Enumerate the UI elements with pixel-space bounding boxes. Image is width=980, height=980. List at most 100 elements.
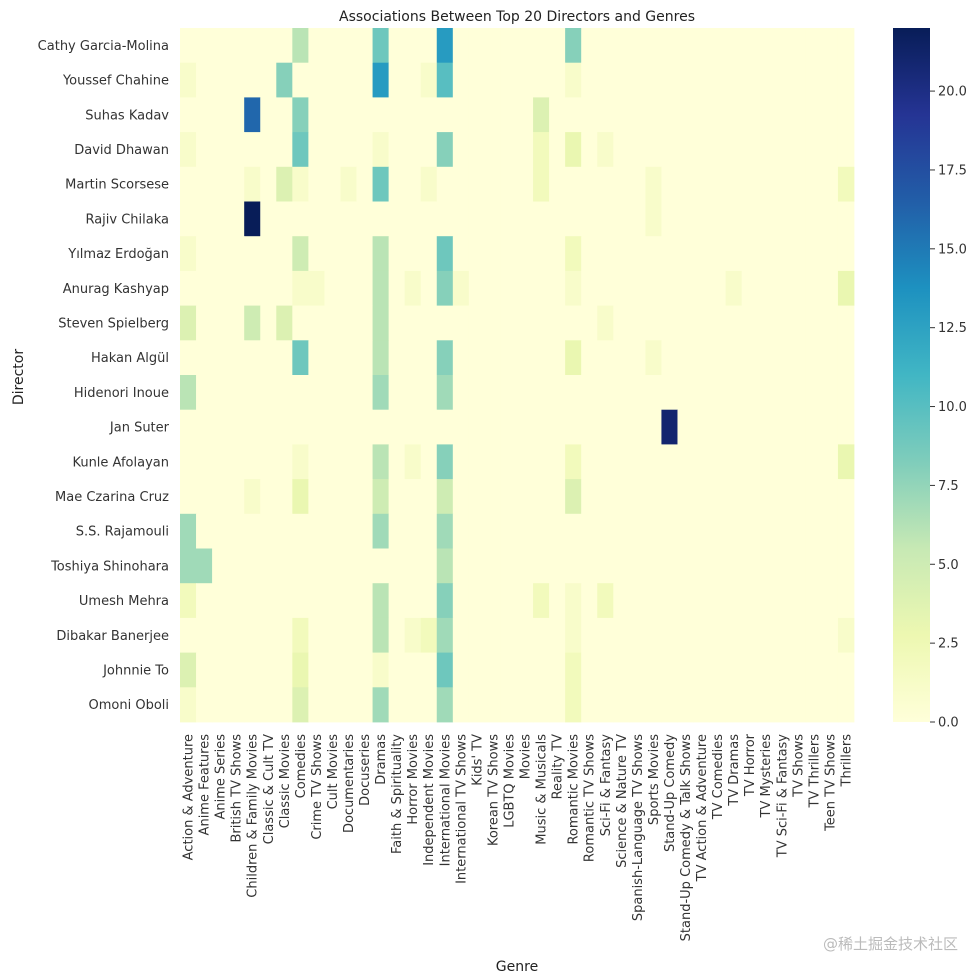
heatmap-cell [597, 305, 614, 341]
heatmap-cell [677, 444, 694, 480]
heatmap-cell [629, 62, 646, 98]
heatmap-cell [404, 583, 422, 619]
heatmap-cell [693, 444, 710, 480]
heatmap-cell [228, 375, 245, 411]
heatmap-cell [500, 513, 518, 549]
x-axis-label: Genre [496, 959, 538, 975]
x-tick-label: Spanish-Language TV Shows [631, 734, 646, 921]
heatmap-cell [837, 375, 855, 411]
heatmap-cell [725, 201, 743, 237]
heatmap-cell [597, 201, 614, 237]
heatmap-cell [308, 375, 325, 411]
x-tick-label: International TV Shows [454, 734, 469, 884]
heatmap-cell [645, 583, 662, 619]
heatmap-cell [757, 409, 775, 445]
heatmap-cell [597, 132, 614, 168]
heatmap-cell [468, 270, 486, 306]
heatmap-cell [356, 236, 373, 272]
heatmap-cell [340, 166, 357, 202]
x-tick-label: Music & Musicals [535, 734, 550, 845]
heatmap-cell [597, 479, 614, 515]
heatmap-cell [468, 444, 486, 480]
heatmap-cell [677, 479, 694, 515]
heatmap-cell [773, 166, 791, 202]
heatmap-cell [757, 270, 775, 306]
heatmap-cell [549, 305, 566, 341]
heatmap-cell [661, 444, 678, 480]
heatmap-cell [581, 583, 598, 619]
heatmap-cell [388, 479, 406, 515]
heatmap-cell [388, 687, 406, 723]
heatmap-cell [757, 548, 775, 584]
heatmap-cell [356, 409, 373, 445]
heatmap-cell [180, 340, 197, 376]
heatmap-cell [228, 166, 245, 202]
heatmap-cell [533, 28, 550, 64]
heatmap-cell [533, 583, 550, 619]
heatmap-cell [725, 652, 743, 688]
heatmap-cell [837, 201, 855, 237]
heatmap-cell [597, 617, 614, 653]
heatmap-cell [805, 652, 823, 688]
heatmap-cell [517, 166, 534, 202]
heatmap-cell [677, 305, 694, 341]
x-tick-label: Action & Adventure [182, 734, 197, 860]
heatmap-cell [180, 97, 197, 133]
heatmap-cell [308, 62, 325, 98]
heatmap-cell [420, 444, 438, 480]
heatmap-cell [292, 305, 309, 341]
heatmap-cell [709, 166, 727, 202]
heatmap-cell [533, 652, 550, 688]
heatmap-cell [693, 62, 710, 98]
x-tick-label: Stand-Up Comedy & Talk Shows [679, 734, 694, 942]
heatmap-cell [244, 270, 261, 306]
heatmap-cell [613, 652, 630, 688]
heatmap-cells [180, 28, 855, 723]
heatmap-cell [404, 62, 422, 98]
heatmap-cell [597, 166, 614, 202]
heatmap-cell [613, 62, 630, 98]
heatmap-cell [789, 444, 807, 480]
heatmap-cell [565, 97, 582, 133]
heatmap-cell [436, 270, 454, 306]
heatmap-cell [821, 513, 839, 549]
heatmap-cell [821, 201, 839, 237]
heatmap-cell [404, 166, 422, 202]
heatmap-cell [388, 28, 406, 64]
heatmap-cell [773, 375, 791, 411]
heatmap-cell [565, 132, 582, 168]
heatmap-cell [629, 97, 646, 133]
heatmap-cell [725, 97, 743, 133]
heatmap-cell [356, 166, 373, 202]
heatmap-cell [228, 97, 245, 133]
heatmap-cell [372, 132, 390, 168]
heatmap-cell [420, 166, 438, 202]
heatmap-cell [565, 687, 582, 723]
heatmap-cell [500, 97, 518, 133]
heatmap-cell [260, 548, 277, 584]
heatmap-cell [757, 652, 775, 688]
heatmap-cell [789, 583, 807, 619]
heatmap-cell [484, 132, 502, 168]
heatmap-cell [565, 236, 582, 272]
heatmap-cell [340, 513, 357, 549]
heatmap-cell [677, 132, 694, 168]
heatmap-cell [244, 97, 261, 133]
heatmap-cell [741, 62, 759, 98]
heatmap-cell [549, 97, 566, 133]
heatmap-cell [517, 652, 534, 688]
heatmap-cell [340, 479, 357, 515]
heatmap-cell [452, 236, 470, 272]
heatmap-cell [212, 236, 229, 272]
heatmap-cell [549, 444, 566, 480]
heatmap-cell [500, 132, 518, 168]
heatmap-cell [260, 201, 277, 237]
heatmap-cell [693, 28, 710, 64]
heatmap-cell [661, 166, 678, 202]
heatmap-cell [244, 305, 261, 341]
heatmap-cell [404, 479, 422, 515]
heatmap-cell [533, 236, 550, 272]
y-tick-label: Youssef Chahine [62, 74, 169, 89]
heatmap-cell [292, 166, 309, 202]
heatmap-cell [308, 270, 325, 306]
